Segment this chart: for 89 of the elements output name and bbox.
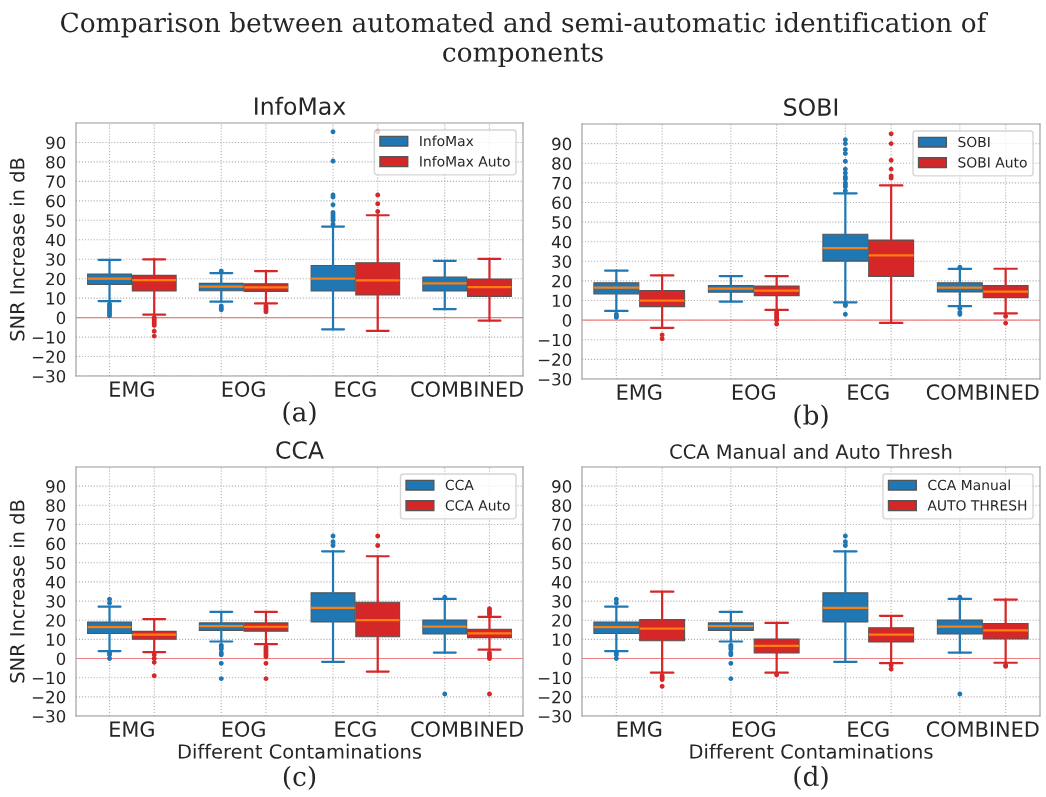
y-tick-label: −30 [32,709,66,723]
y-tick-label: 90 [46,480,66,493]
x-tick-label: EOG [732,384,775,400]
x-tick-label: ECG [335,721,376,737]
y-tick-label: 10 [46,633,66,646]
x-tick-label: ECG [848,721,889,737]
y-tick-label: 40 [551,575,572,589]
text: (c) [283,765,316,790]
chart-title: CCA [276,441,324,459]
y-tick-label: 10 [552,294,572,308]
y-tick-label: −10 [538,671,572,685]
y-tick-label: 0 [56,311,66,325]
x-axis-title: Different Contaminations [178,743,422,759]
legend-label: SOBI [958,136,990,148]
x-tick-label: EMG [617,721,662,737]
y-tick-label: 90 [46,136,66,150]
x-tick-label: COMBINED [926,721,1039,737]
x-tick-label: EMG [617,384,662,400]
chart-title: SOBI [784,98,838,116]
y-tick-label: 50 [46,214,66,227]
y-tick-label: 20 [552,274,572,288]
y-tick-label: 0 [562,314,572,327]
x-tick-label: EMG [110,381,154,397]
y-tick-label: 80 [46,155,66,169]
y-tick-label: 20 [552,614,572,627]
y-tick-label: 50 [46,556,66,570]
y-tick-label: −20 [538,353,572,366]
y-tick-label: 60 [552,537,572,551]
chart-title: CCA Manual and Auto Thresh [670,443,952,459]
legend-label: InfoMax [420,135,474,147]
y-tick-label: −10 [538,333,572,347]
y-tick-label: −30 [538,709,572,723]
y-tick-label: 90 [552,137,572,151]
y-tick-label: 80 [552,499,572,512]
chart-title: InfoMax [255,96,346,115]
x-tick-label: COMBINED [411,721,523,737]
x-axis-title: Different Contaminations [690,743,933,759]
y-tick-label: 30 [552,595,572,608]
y-tick-label: 90 [552,480,572,493]
y-tick-label: 70 [552,176,572,190]
y-tick-label: −10 [32,671,66,685]
legend-label: SOBI Auto [958,157,1027,168]
legend-label: CCA Auto [445,500,510,511]
y-tick-label: 20 [46,614,66,627]
y-tick-label: 80 [46,499,66,512]
y-tick-label: −20 [32,690,66,704]
y-tick-label: 50 [552,556,572,570]
legend-label: CCA [445,479,474,491]
y-tick-label: −20 [538,690,572,704]
x-tick-label: EOG [222,721,265,737]
y-tick-label: 30 [552,255,572,268]
x-tick-label: COMBINED [926,384,1039,400]
y-axis-title: SNR Increase in dB [9,158,25,341]
x-tick-label: ECG [335,381,376,397]
y-tick-label: 0 [56,652,66,666]
y-tick-label: 70 [552,518,572,532]
x-tick-label: ECG [848,384,889,400]
x-tick-label: EOG [222,381,265,397]
legend-label: AUTO THRESH [927,500,1027,511]
y-tick-label: 60 [552,196,572,210]
y-tick-label: 30 [46,253,66,266]
y-tick-label: 40 [45,233,66,247]
y-tick-label: −10 [32,331,66,344]
x-tick-label: EOG [732,721,775,737]
y-tick-label: 40 [45,575,66,589]
x-tick-label: EMG [110,721,154,737]
text: Comparison between automated and semi-automatic identification of components [61,11,988,68]
y-tick-label: −20 [32,350,66,364]
y-axis-title: SNR Increase in dB [9,500,25,683]
y-tick-label: 60 [46,537,66,551]
y-tick-label: 10 [46,292,66,305]
y-tick-label: 50 [552,216,572,229]
legend-label: CCA Manual [928,479,1010,491]
y-tick-label: 80 [552,157,572,170]
y-tick-label: 40 [551,235,572,249]
y-tick-label: −30 [32,369,66,383]
legend-label: InfoMax Auto [420,155,510,167]
text: (a) [283,401,316,426]
y-tick-label: 60 [46,194,66,208]
y-tick-label: 70 [46,518,66,532]
x-tick-label: COMBINED [411,381,523,397]
y-tick-label: 70 [46,175,66,188]
y-tick-label: 20 [46,272,66,286]
text: (d) [794,765,828,790]
y-tick-label: 10 [552,633,572,646]
y-tick-label: 0 [562,652,572,666]
text: (b) [794,404,828,429]
y-tick-label: −30 [538,372,572,386]
y-tick-label: 30 [46,595,66,608]
